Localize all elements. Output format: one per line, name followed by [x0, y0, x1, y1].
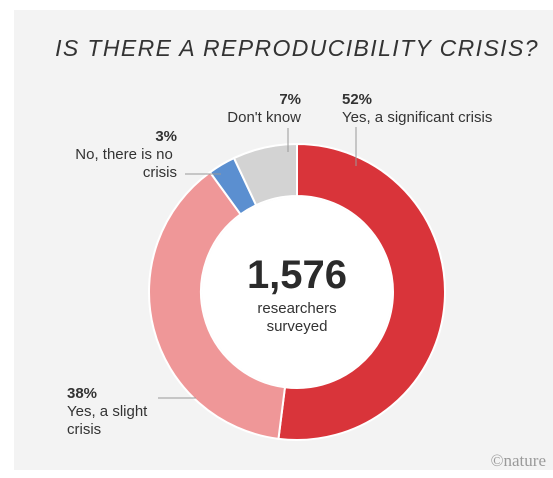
slice-label-dont-know: Don't know — [227, 109, 301, 126]
slice-significant — [277, 142, 446, 441]
center-text-line1: researchers — [257, 300, 336, 317]
center-value: 1,576 — [247, 253, 347, 297]
donut-hole — [202, 197, 392, 387]
donut-slices — [148, 142, 446, 441]
slice-label-slight: Yes, a slight crisis — [67, 403, 152, 438]
slice-percent-no-crisis: 3% — [155, 128, 177, 145]
slice-dont-know — [232, 142, 298, 207]
slice-percent-dont-know: 7% — [279, 91, 301, 108]
slice-label-no-crisis-line1: No, there is no — [75, 146, 173, 163]
nature-credit: ©nature — [491, 451, 546, 470]
slice-label-slight-line2: crisis — [67, 421, 101, 438]
chart-title: IS THERE A REPRODUCIBILITY CRISIS? — [55, 35, 539, 61]
slice-percent-slight: 38% — [67, 385, 97, 402]
center-text-line2: surveyed — [267, 318, 328, 335]
slice-percent-significant: 52% — [342, 91, 372, 108]
slice-slight — [148, 170, 287, 440]
slice-label-slight-line1: Yes, a slight — [67, 403, 148, 420]
slice-label-no-crisis-line2: crisis — [143, 164, 177, 181]
slice-label-significant: Yes, a significant crisis — [342, 109, 492, 126]
slice-label-no-crisis: No, there is no crisis — [75, 146, 177, 181]
